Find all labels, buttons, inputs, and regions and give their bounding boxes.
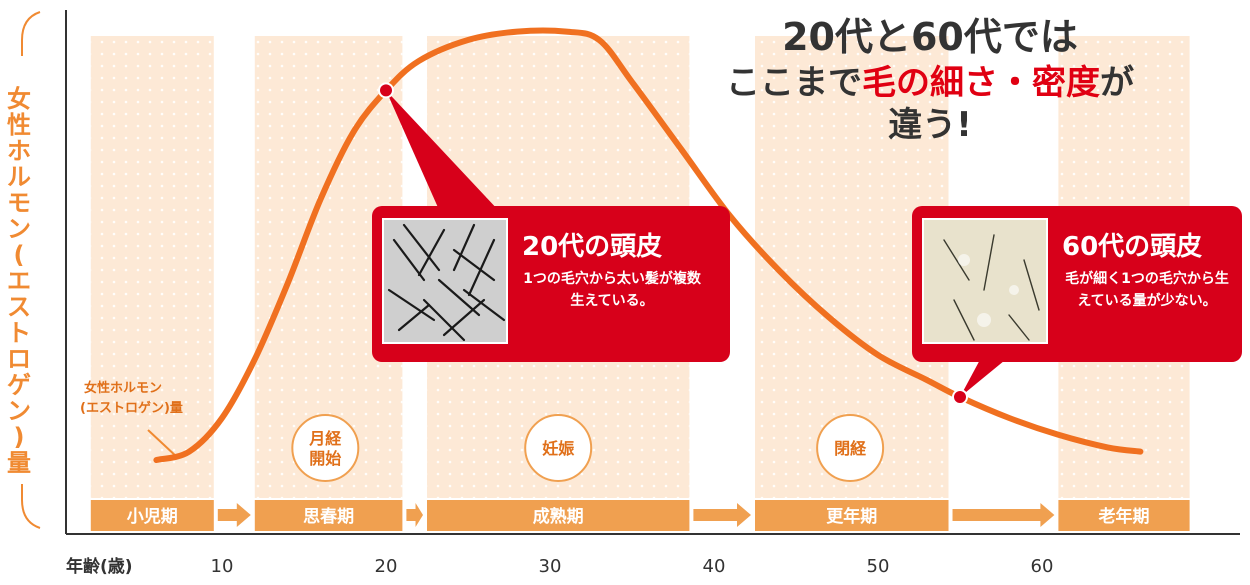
callout-60s: 60代の頭皮 毛が細く1つの毛穴から生えている量が少ない。 — [912, 206, 1242, 362]
callout-60s-title: 60代の頭皮 — [1062, 232, 1203, 262]
callout-20s-body: 1つの毛穴から太い髪が複数生えている。 — [523, 271, 701, 309]
event-circle — [524, 414, 593, 482]
scalp-photo-20s — [382, 218, 508, 344]
callout-pointer-20s — [386, 90, 500, 212]
stage-bar — [427, 500, 690, 531]
callout-60s-body: 毛が細く1つの毛穴から生えている量が少ない。 — [1065, 271, 1229, 309]
headline-line2-pre: ここまで — [726, 62, 862, 103]
x-ticks: 10 20 30 40 50 60 — [211, 556, 1054, 577]
x-tick-label: 20 — [375, 556, 398, 577]
stage-bar — [254, 500, 403, 531]
y-label-char: モ — [7, 189, 31, 217]
y-axis-label: 女性ホルモン(エストロゲン) 量 — [4, 86, 34, 476]
series-annotation: 女性ホルモン (エストロゲン)量 — [80, 380, 183, 416]
headline-line1: 20代と60代では — [782, 15, 1078, 59]
event-label: 妊娠 — [542, 439, 575, 458]
stage-band-dots — [90, 36, 214, 498]
y-label-char: 量 — [7, 449, 31, 477]
annotation-pointer — [147, 429, 179, 459]
stage-bar — [1058, 500, 1190, 531]
y-label-char: ( — [13, 241, 25, 269]
y-label-char: ) — [13, 423, 25, 451]
stage-bars: 小児期 思春期 成熟期 更年期 老年期 — [90, 500, 1190, 531]
x-tick-label: 50 — [867, 556, 890, 577]
stage-label: 更年期 — [826, 506, 877, 527]
event-circle — [816, 414, 885, 482]
headline-emphasis: 毛の細さ・密度 — [862, 62, 1100, 103]
stage-label: 小児期 — [127, 507, 178, 527]
stage-label: 成熟期 — [533, 506, 584, 527]
headline-line2-post: が — [1100, 62, 1134, 103]
highlight-point — [952, 389, 968, 405]
highlight-points — [378, 82, 968, 405]
y-label-char: 性 — [7, 111, 31, 139]
event-label: 閉経 — [834, 439, 867, 458]
y-label-char: ン — [7, 397, 31, 425]
stage-label: 思春期 — [303, 506, 354, 527]
headline: 20代と60代では ここまで毛の細さ・密度が 違う! — [670, 14, 1190, 147]
stage-arrow — [693, 503, 751, 527]
x-tick-label: 10 — [211, 556, 234, 577]
y-bracket-top — [21, 11, 41, 56]
stage-bar — [90, 500, 214, 531]
x-tick-label: 30 — [539, 556, 562, 577]
headline-line3: 違う! — [888, 105, 972, 145]
y-label-char: ロ — [7, 345, 31, 373]
stage-events: 月経開始 妊娠 閉経 — [291, 414, 885, 482]
stage-arrow — [217, 503, 251, 527]
scalp-photo-60s — [922, 218, 1048, 344]
event-label: 月経開始 — [308, 429, 342, 468]
y-label-char: 女 — [7, 85, 31, 113]
callout-20s: 20代の頭皮 1つの毛穴から太い髪が複数生えている。 — [372, 206, 730, 362]
y-label-char: ン — [7, 215, 31, 243]
y-label-char: ス — [7, 293, 31, 321]
stage-label: 老年期 — [1098, 506, 1150, 527]
y-label-char: ホ — [7, 137, 31, 165]
y-label-char: エ — [7, 267, 31, 295]
headline-line2: ここまで毛の細さ・密度が — [670, 62, 1190, 105]
event-circle — [291, 414, 360, 482]
x-tick-label: 40 — [703, 556, 726, 577]
callout-20s-title: 20代の頭皮 — [522, 232, 663, 262]
x-axis-label: 年齢(歳) — [66, 556, 133, 577]
highlight-point — [378, 82, 394, 99]
y-label-char: ル — [7, 163, 31, 191]
y-label-char: ゲ — [7, 371, 31, 399]
stage-arrow — [952, 503, 1055, 527]
x-tick-label: 60 — [1031, 556, 1054, 577]
y-label-char: ト — [7, 319, 31, 347]
y-bracket-bottom — [21, 484, 41, 529]
stage-arrow — [406, 503, 423, 527]
stage-bar — [755, 500, 949, 531]
callout-pointer-60s — [960, 356, 1010, 397]
